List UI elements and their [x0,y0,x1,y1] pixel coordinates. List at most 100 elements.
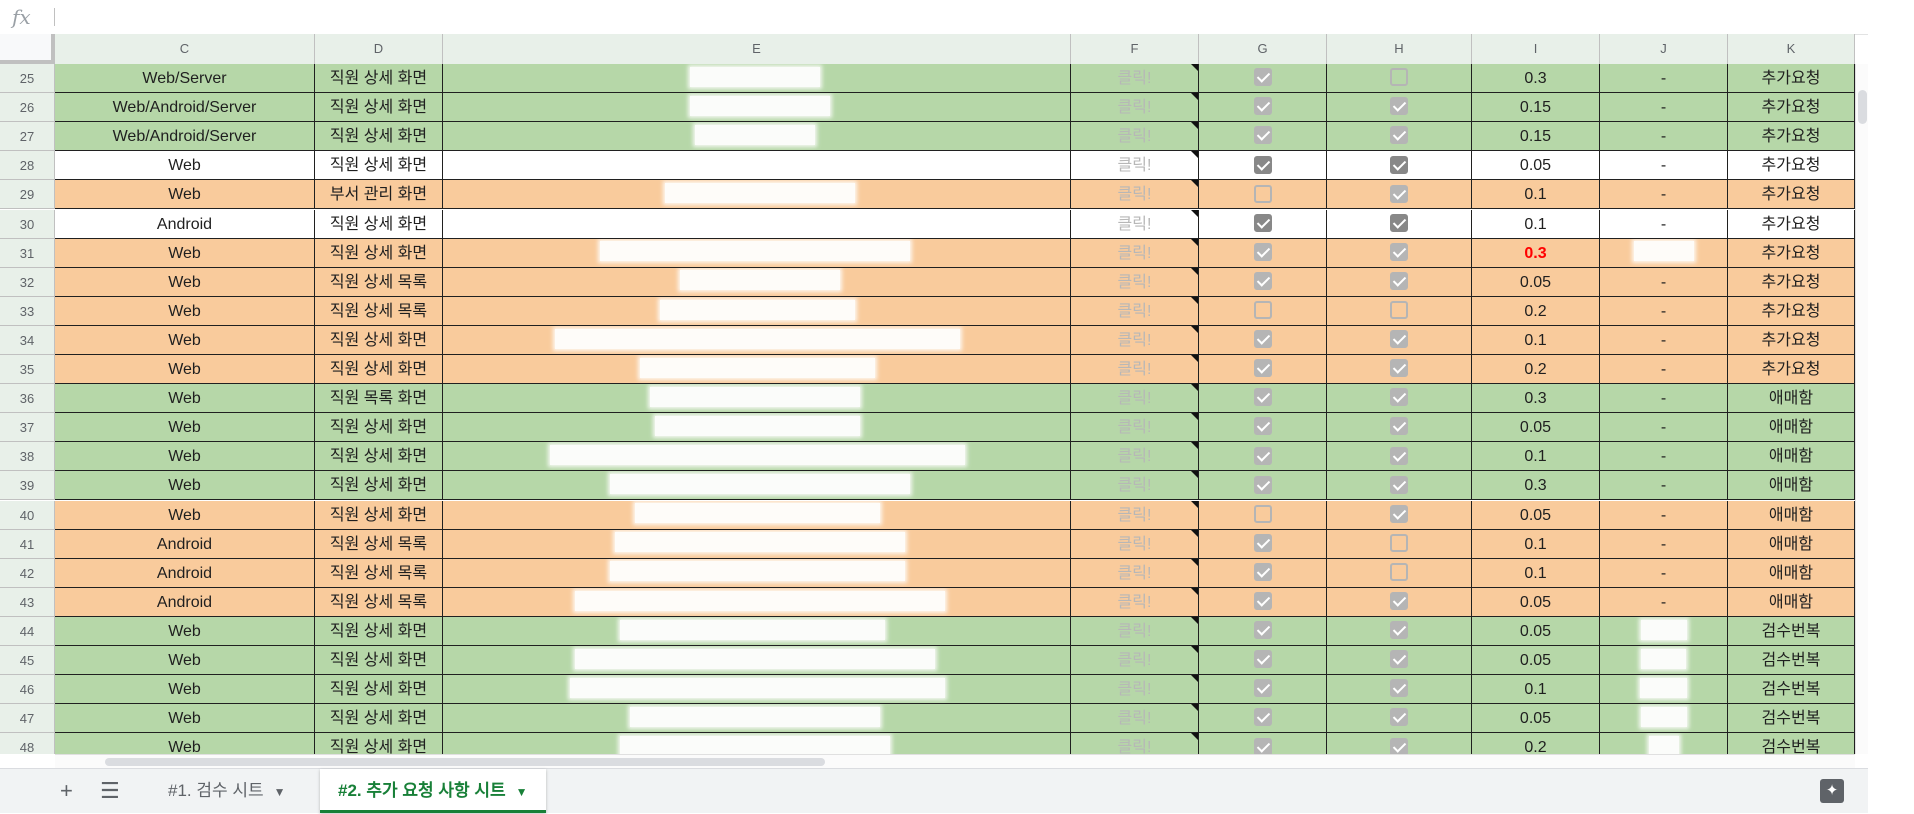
cell-h[interactable] [1327,442,1472,472]
row-header[interactable]: 43 [0,587,55,617]
cell-c[interactable]: Web [55,704,315,734]
cell-i[interactable]: 0.3 [1472,471,1600,501]
cell-h[interactable] [1327,325,1472,355]
cell-g[interactable] [1199,413,1327,443]
cell-j[interactable]: - [1600,355,1728,384]
explore-icon[interactable]: ✦ [1820,779,1844,803]
checkbox[interactable] [1390,562,1408,581]
cell-k[interactable]: 추가요청 [1728,355,1855,384]
checkbox[interactable] [1390,737,1408,754]
cell-f[interactable]: 클릭! [1071,151,1199,181]
cell-j[interactable]: - [1600,471,1728,501]
cell-f[interactable]: 클릭! [1071,675,1199,705]
cell-f[interactable]: 클릭! [1071,64,1199,93]
tab-sheet-1[interactable]: #1. 검수 시트 ▼ [150,769,304,813]
cell-k[interactable]: 추가요청 [1728,267,1855,297]
cell-j[interactable]: - [1600,64,1728,93]
cell-d[interactable]: 직원 상세 화면 [315,646,443,675]
checkbox[interactable] [1253,271,1272,290]
cell-c[interactable]: Web/Android/Server [55,122,315,152]
horizontal-scroll-thumb[interactable] [105,758,825,766]
checkbox[interactable] [1390,97,1408,116]
cell-c[interactable]: Web [55,355,315,384]
cell-f[interactable]: 클릭! [1071,413,1199,443]
spreadsheet-grid[interactable]: 25 Web/Server 직원 상세 화면 클릭! 0.3- 추가요청 26 Web/And… [0,64,1855,754]
cell-f[interactable]: 클릭! [1071,442,1199,472]
row-header[interactable]: 37 [0,413,55,443]
cell-f[interactable]: 클릭! [1071,209,1199,239]
cell-h[interactable] [1327,209,1472,239]
menu-icon[interactable]: ☰ [100,778,120,803]
cell-f[interactable]: 클릭! [1071,471,1199,501]
checkbox[interactable] [1253,155,1272,174]
cell-f[interactable]: 클릭! [1071,733,1199,754]
cell-f[interactable]: 클릭! [1071,384,1199,414]
cell-j[interactable]: - [1600,180,1728,210]
cell-g[interactable] [1199,442,1327,472]
cell-h[interactable] [1327,733,1472,754]
cell-e[interactable] [443,616,1071,646]
row-header[interactable]: 34 [0,325,55,355]
cell-c[interactable]: Web [55,384,315,414]
cell-k[interactable]: 추가요청 [1728,325,1855,355]
cell-h[interactable] [1327,122,1472,152]
cell-k[interactable]: 추가요청 [1728,64,1855,93]
cell-g[interactable] [1199,180,1327,210]
cell-g[interactable] [1199,267,1327,297]
checkbox[interactable] [1253,388,1272,407]
cell-e[interactable] [443,267,1071,297]
checkbox[interactable] [1390,708,1408,727]
cell-i[interactable]: 0.05 [1472,267,1600,297]
checkbox[interactable] [1390,330,1408,349]
checkbox[interactable] [1390,184,1408,203]
checkbox[interactable] [1390,242,1408,261]
cell-e[interactable] [443,151,1071,181]
cell-g[interactable] [1199,500,1327,530]
cell-e[interactable] [443,587,1071,617]
cell-i[interactable]: 0.2 [1472,355,1600,384]
row-header[interactable]: 40 [0,500,55,530]
chevron-down-icon[interactable]: ▼ [273,784,286,799]
cell-e[interactable] [443,238,1071,268]
row-header[interactable]: 39 [0,471,55,501]
cell-h[interactable] [1327,558,1472,588]
cell-d[interactable]: 직원 상세 목록 [315,587,443,617]
checkbox[interactable] [1390,155,1408,174]
cell-c[interactable]: Web [55,646,315,675]
cell-i[interactable]: 0.1 [1472,442,1600,472]
row-header[interactable]: 32 [0,267,55,297]
cell-f[interactable]: 클릭! [1071,355,1199,384]
cell-e[interactable] [443,500,1071,530]
cell-h[interactable] [1327,704,1472,734]
cell-j[interactable]: - [1600,93,1728,123]
checkbox[interactable] [1390,68,1408,87]
checkbox[interactable] [1253,68,1272,87]
cell-e[interactable] [443,180,1071,210]
cell-c[interactable]: Web [55,616,315,646]
cell-d[interactable]: 직원 상세 화면 [315,616,443,646]
checkbox[interactable] [1390,359,1408,378]
cell-d[interactable]: 직원 상세 화면 [315,151,443,181]
cell-d[interactable]: 직원 상세 화면 [315,64,443,93]
row-header[interactable]: 35 [0,355,55,384]
chevron-down-icon[interactable]: ▼ [515,784,528,799]
plus-icon[interactable]: + [60,778,73,803]
checkbox[interactable] [1253,708,1272,727]
cell-e[interactable] [443,471,1071,501]
row-header[interactable]: 46 [0,675,55,705]
cell-i[interactable]: 0.05 [1472,646,1600,675]
cell-d[interactable]: 직원 상세 화면 [315,93,443,123]
select-all-corner[interactable] [0,34,55,64]
cell-g[interactable] [1199,384,1327,414]
vertical-scroll-thumb[interactable] [1858,90,1867,124]
cell-g[interactable] [1199,558,1327,588]
cell-h[interactable] [1327,355,1472,384]
checkbox[interactable] [1253,242,1272,261]
cell-k[interactable]: 애매함 [1728,384,1855,414]
checkbox[interactable] [1253,504,1272,523]
row-header[interactable]: 41 [0,529,55,559]
cell-e[interactable] [443,355,1071,384]
checkbox[interactable] [1390,271,1408,290]
column-header-k[interactable]: K [1728,34,1855,64]
cell-d[interactable]: 직원 상세 화면 [315,238,443,268]
